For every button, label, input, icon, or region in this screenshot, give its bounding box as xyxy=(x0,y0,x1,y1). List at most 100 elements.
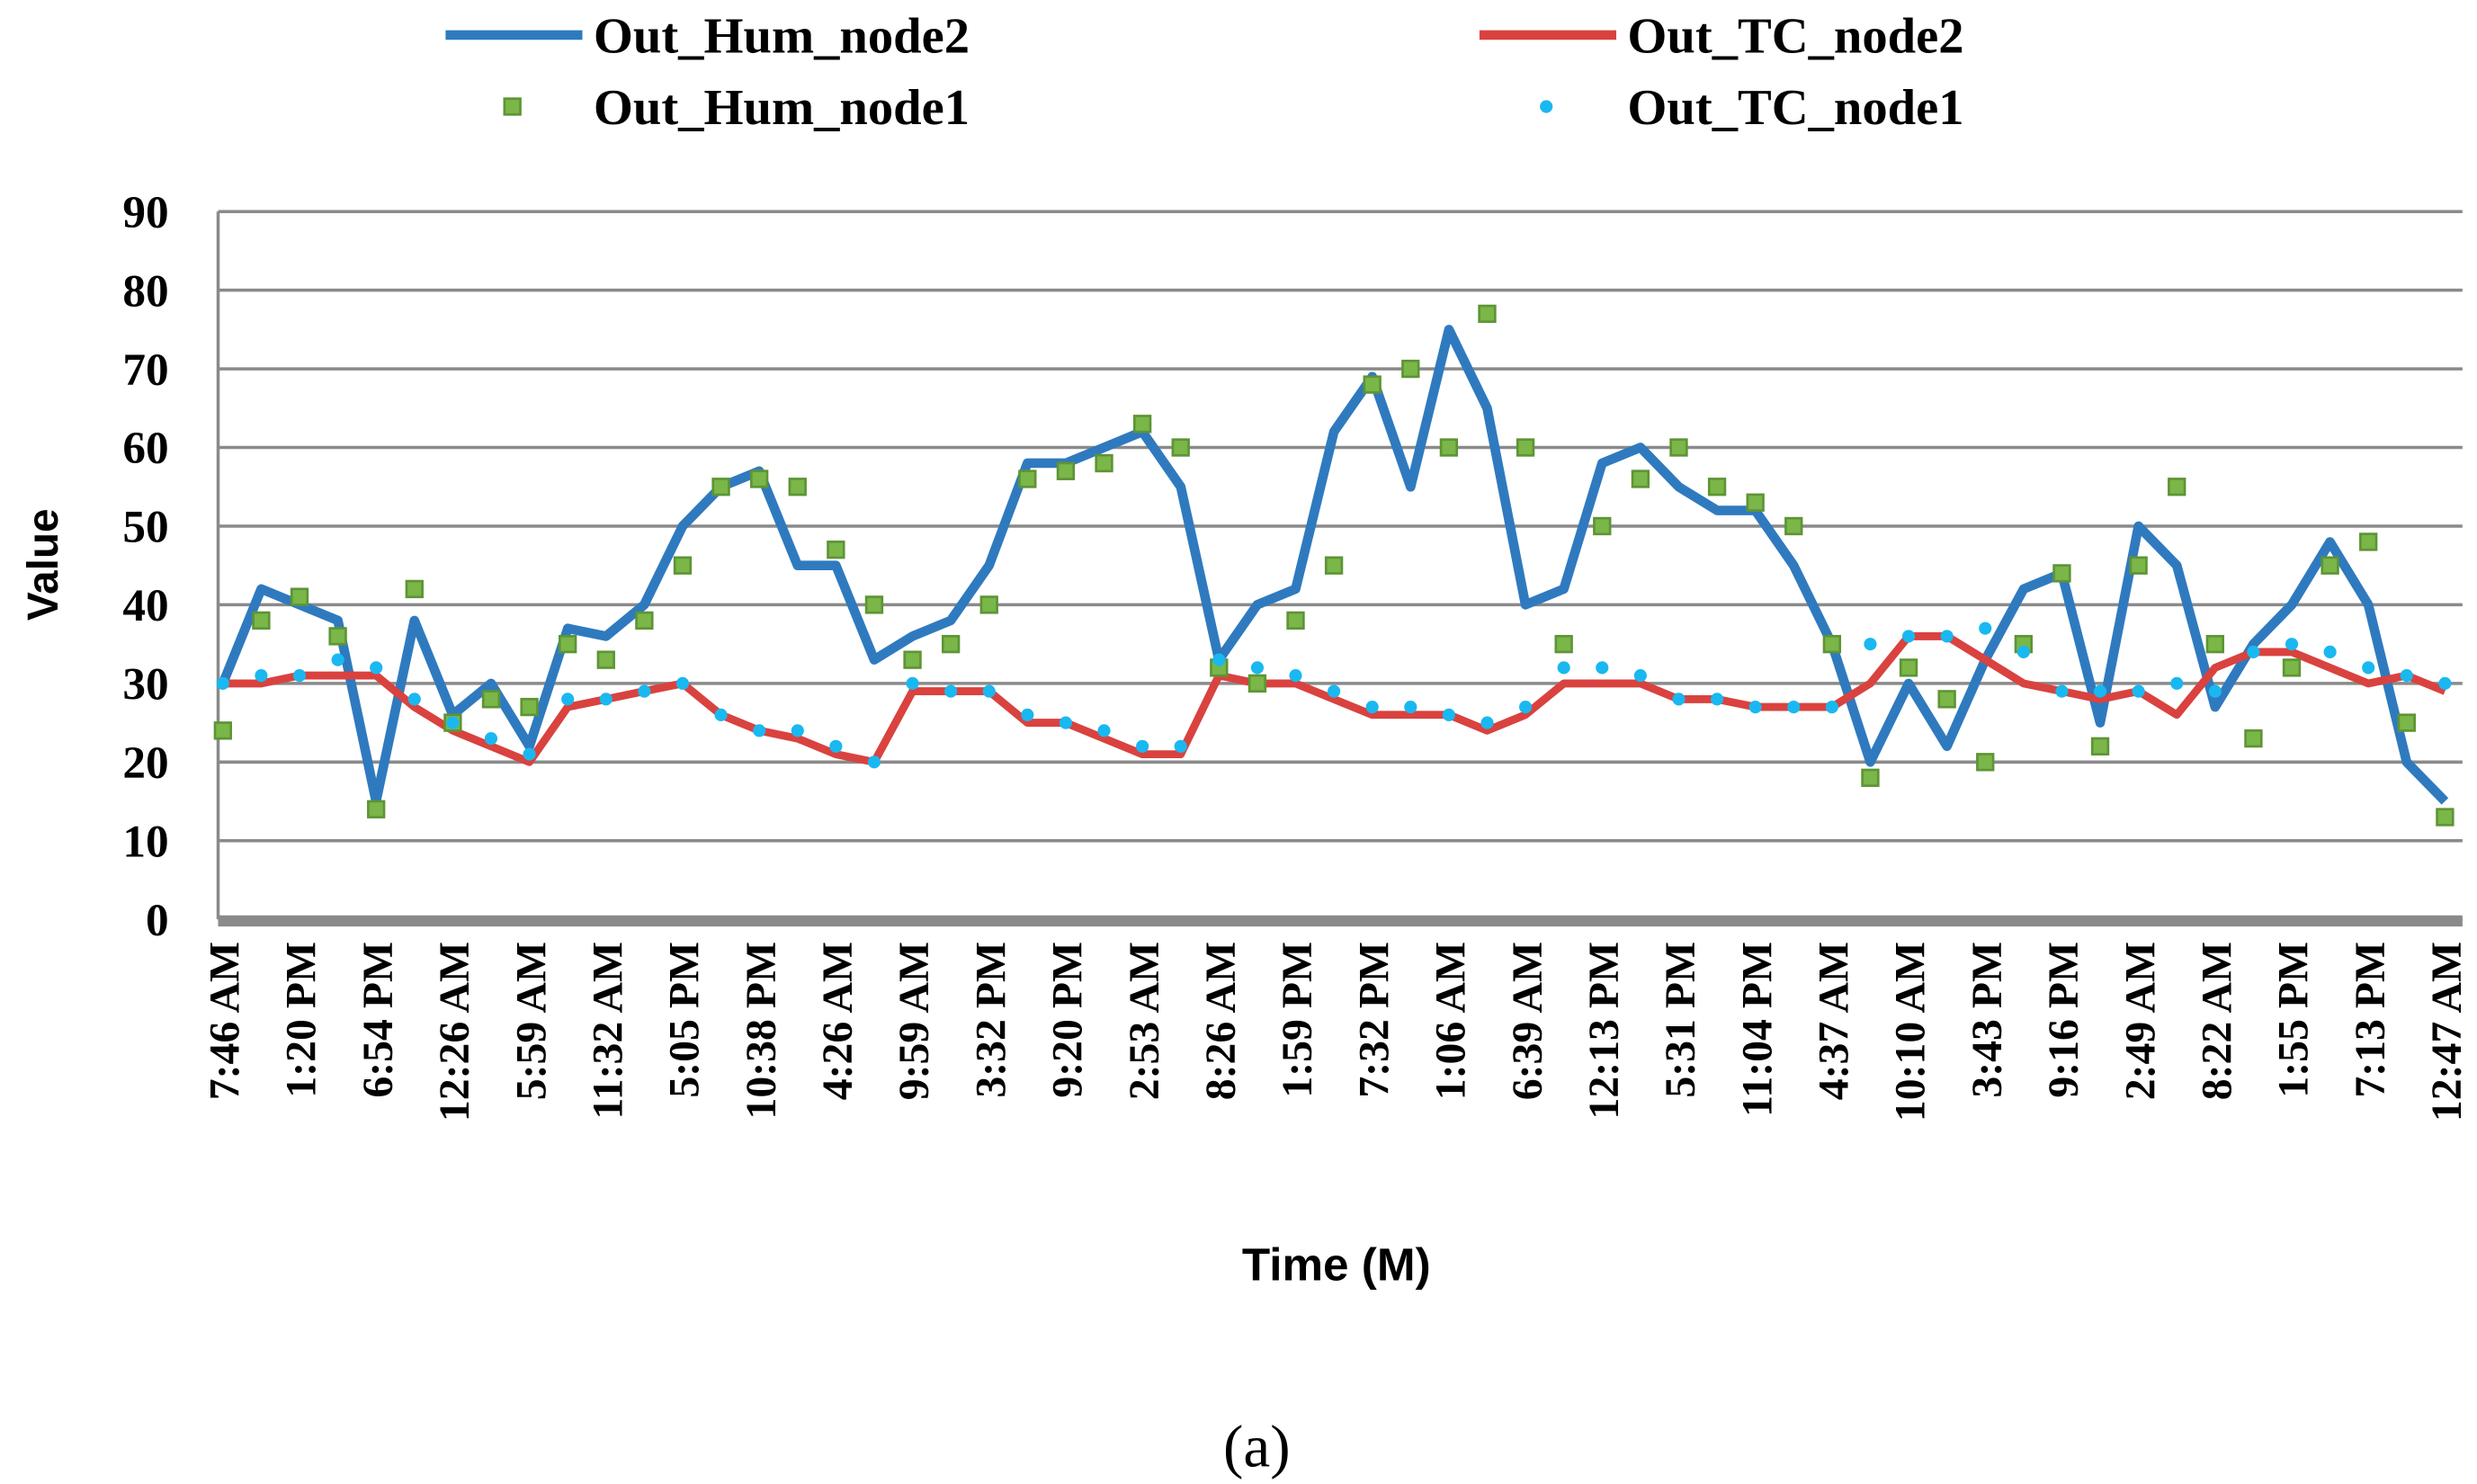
series-marker xyxy=(2016,645,2030,658)
series-marker xyxy=(944,684,958,698)
series-marker xyxy=(523,747,536,761)
series-marker xyxy=(2285,638,2299,651)
series-marker xyxy=(1710,693,1724,706)
series-marker xyxy=(1631,469,1650,488)
y-tick-label: 50 xyxy=(122,502,168,553)
series-marker xyxy=(1021,708,1034,721)
series-marker xyxy=(2438,676,2452,690)
series-marker xyxy=(331,653,344,666)
series-marker xyxy=(2436,808,2455,827)
series-marker xyxy=(2321,556,2339,575)
series-marker xyxy=(213,721,232,740)
series-marker xyxy=(675,676,690,690)
series-marker xyxy=(1363,375,1382,394)
series-marker xyxy=(1059,716,1073,729)
x-tick-label: 10:10 AM xyxy=(1887,942,1935,1122)
series-marker xyxy=(753,724,766,738)
series-marker xyxy=(906,676,919,690)
series-marker xyxy=(979,595,998,614)
series-marker xyxy=(1669,438,1688,457)
x-tick-label: 8:22 AM xyxy=(2194,942,2241,1100)
series-marker xyxy=(1899,658,1918,677)
series-marker xyxy=(446,716,460,729)
series-marker xyxy=(673,556,693,575)
x-tick-label: 5:05 PM xyxy=(661,942,709,1098)
legend-label: Out_TC_node1 xyxy=(1627,80,1963,136)
series-marker xyxy=(1596,661,1609,675)
series-marker xyxy=(2168,478,2186,496)
series-marker xyxy=(2282,658,2302,677)
y-tick-label: 90 xyxy=(122,187,168,238)
series-marker xyxy=(561,693,575,706)
series-marker xyxy=(1825,701,1838,714)
x-tick-label: 12:13 PM xyxy=(1580,942,1628,1120)
series-marker xyxy=(2093,684,2107,698)
series-marker xyxy=(292,669,307,683)
y-tick-label: 20 xyxy=(122,738,168,789)
x-tick-label: 6:39 AM xyxy=(1504,942,1551,1100)
y-tick-label: 30 xyxy=(122,659,168,711)
series-marker xyxy=(941,634,961,654)
series-marker xyxy=(1864,638,1877,651)
series-marker xyxy=(1136,739,1149,753)
legend-swatch xyxy=(1540,100,1553,113)
series-marker xyxy=(711,478,730,496)
x-tick-label: 6:54 PM xyxy=(354,942,402,1098)
y-tick-label: 40 xyxy=(122,580,168,631)
x-tick-label: 8:26 AM xyxy=(1197,942,1245,1100)
series-line xyxy=(222,631,2447,766)
series-marker xyxy=(903,650,922,669)
series-marker xyxy=(864,595,884,614)
series-marker xyxy=(1861,768,1880,787)
x-tick-label: 1:55 PM xyxy=(2270,942,2318,1098)
series-marker xyxy=(1250,661,1264,675)
series-marker xyxy=(1519,701,1533,714)
series-marker xyxy=(2052,564,2071,583)
series-marker xyxy=(407,693,421,706)
x-tick-label: 1:06 AM xyxy=(1427,942,1475,1100)
series-marker xyxy=(1822,634,1842,654)
x-tick-label: 1:59 PM xyxy=(1274,942,1321,1098)
series-marker xyxy=(1212,653,1226,666)
series-marker xyxy=(596,650,615,669)
y-tick-label: 0 xyxy=(146,895,169,946)
series-marker xyxy=(405,579,424,599)
series-marker xyxy=(1557,661,1570,675)
caption: (a) xyxy=(1223,1413,1291,1480)
series-marker xyxy=(2208,684,2222,698)
x-tick-label: 2:53 AM xyxy=(1121,942,1168,1100)
y-tick-label: 60 xyxy=(122,423,168,474)
series-marker xyxy=(520,697,539,717)
x-tick-label: 9:59 AM xyxy=(890,942,938,1100)
series-marker xyxy=(1672,693,1686,706)
series-marker xyxy=(1480,716,1494,729)
series-marker xyxy=(484,731,498,746)
x-tick-label: 5:59 AM xyxy=(507,942,555,1100)
series-marker xyxy=(367,800,386,818)
series-marker xyxy=(1439,438,1459,457)
series-marker xyxy=(559,634,577,654)
legend-label: Out_Hum_node2 xyxy=(594,8,970,64)
series-marker xyxy=(2129,556,2148,575)
series-marker xyxy=(1979,621,1992,635)
series-marker xyxy=(2205,634,2224,654)
x-tick-label: 12:47 AM xyxy=(2423,942,2471,1122)
series-marker xyxy=(2170,676,2184,690)
series-marker xyxy=(749,469,769,488)
series-marker xyxy=(1174,739,1187,753)
series-marker xyxy=(638,684,651,698)
series-marker xyxy=(290,587,309,606)
series-marker xyxy=(1324,556,1344,575)
series-marker xyxy=(2359,532,2378,551)
series-marker xyxy=(2400,669,2413,683)
x-tick-label: 7:32 PM xyxy=(1350,942,1398,1098)
legend-swatch xyxy=(503,97,522,116)
x-tick-label: 9:16 PM xyxy=(2040,942,2088,1098)
series-marker xyxy=(1787,701,1801,714)
x-tick-label: 4:37 AM xyxy=(1811,942,1858,1100)
y-axis-label: Value xyxy=(20,508,67,621)
series-marker xyxy=(1095,453,1113,473)
series-marker xyxy=(1478,304,1497,324)
series-marker xyxy=(1132,415,1152,434)
x-tick-label: 7:13 PM xyxy=(2347,942,2394,1098)
